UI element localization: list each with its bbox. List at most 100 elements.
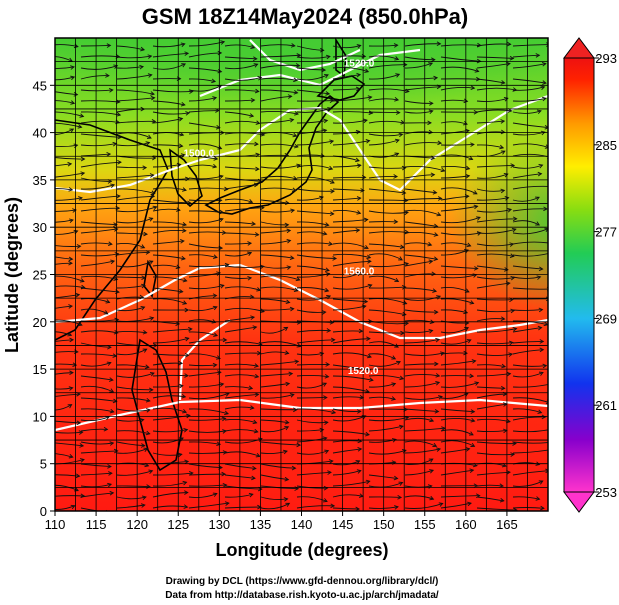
streamline-arrowhead	[75, 292, 81, 298]
streamline-arrowhead	[356, 196, 362, 201]
streamline-arrowhead	[79, 278, 85, 283]
streamline	[152, 264, 180, 269]
streamline-arrowhead	[260, 132, 266, 137]
streamline-arrowhead	[468, 155, 474, 161]
streamline-arrowhead	[213, 332, 219, 337]
streamline	[332, 352, 372, 358]
colorbar: 253 261 269 277 285 293	[563, 37, 617, 513]
streamline	[440, 56, 481, 62]
streamline-arrowhead	[365, 479, 371, 485]
streamline-arrowhead	[329, 320, 335, 325]
streamline-arrowhead	[145, 408, 151, 413]
contour-label: 1560.0	[344, 267, 375, 278]
streamline-arrowhead	[329, 139, 335, 144]
streamline	[332, 164, 361, 168]
streamline	[476, 342, 513, 345]
streamline	[512, 220, 540, 226]
streamline	[404, 174, 435, 179]
streamline-arrowhead	[213, 156, 219, 161]
streamline-arrowhead	[69, 128, 75, 133]
streamline	[332, 375, 373, 381]
streamline	[188, 110, 219, 113]
streamline	[188, 353, 221, 359]
y-tick-label: 5	[40, 457, 47, 472]
streamline-arrowhead	[398, 132, 404, 138]
streamline-arrowhead	[332, 256, 338, 261]
streamline-arrowhead	[509, 55, 515, 61]
streamline	[512, 372, 544, 378]
streamline-arrowhead	[222, 450, 228, 455]
streamline	[260, 373, 293, 377]
streamline-arrowhead	[470, 142, 475, 147]
streamline	[188, 187, 228, 190]
streamline	[368, 361, 401, 367]
streamline	[55, 404, 72, 411]
streamline	[55, 442, 84, 447]
streamline-arrowhead	[178, 289, 184, 294]
streamline	[440, 360, 476, 366]
streamline	[152, 240, 184, 245]
streamline-arrowhead	[325, 272, 331, 277]
streamline	[368, 425, 404, 432]
streamline-arrowhead	[464, 249, 469, 254]
streamline-arrowhead	[141, 283, 146, 289]
streamline-arrowhead	[432, 190, 438, 195]
streamline-arrowhead	[391, 382, 397, 387]
streamline	[224, 286, 261, 291]
streamline-arrowhead	[394, 138, 400, 144]
streamline	[260, 383, 290, 388]
streamline	[152, 320, 180, 325]
streamline-arrowhead	[355, 460, 361, 465]
streamline-arrowhead	[463, 350, 468, 356]
streamline	[152, 385, 183, 388]
streamline	[476, 253, 514, 257]
streamline	[368, 73, 400, 80]
streamline-arrowhead	[250, 97, 256, 103]
streamline	[332, 440, 362, 443]
streamline-arrowhead	[293, 407, 298, 413]
streamline	[116, 276, 146, 279]
streamline	[188, 218, 224, 224]
streamline-arrowhead	[549, 185, 553, 189]
streamline	[260, 463, 296, 469]
streamline	[440, 339, 471, 345]
streamline-arrowhead	[144, 364, 150, 369]
streamline-arrowhead	[363, 118, 368, 124]
streamline	[404, 287, 437, 292]
streamline-arrowhead	[430, 155, 436, 161]
streamline	[152, 287, 183, 293]
streamline	[332, 219, 368, 223]
streamline	[368, 331, 404, 334]
streamline-arrowhead	[221, 416, 227, 422]
streamline	[512, 276, 541, 279]
streamline-arrowhead	[393, 43, 399, 48]
streamline-arrowhead	[327, 107, 333, 112]
streamline	[476, 430, 507, 433]
streamline-arrowhead	[247, 241, 253, 246]
streamline	[224, 438, 263, 444]
streamline	[476, 298, 513, 301]
streamline-arrowhead	[429, 469, 435, 474]
streamline	[224, 393, 259, 399]
streamline	[332, 131, 360, 135]
wind-streamlines	[55, 40, 553, 511]
streamline	[152, 254, 186, 260]
streamline	[296, 437, 327, 443]
streamline	[80, 184, 115, 190]
streamline-arrowhead	[113, 448, 119, 454]
streamline-arrowhead	[288, 371, 294, 377]
streamline	[476, 97, 508, 102]
streamline	[404, 188, 437, 194]
streamline-arrowhead	[429, 495, 435, 501]
streamline	[368, 243, 404, 248]
streamline-arrowhead	[148, 260, 154, 265]
streamline	[296, 485, 328, 489]
streamline-arrowhead	[368, 377, 374, 382]
streamline	[476, 328, 517, 333]
streamline	[296, 295, 331, 301]
streamline-arrowhead	[72, 208, 77, 213]
streamline-arrowhead	[463, 98, 469, 104]
streamline-arrowhead	[178, 383, 184, 389]
streamline-arrowhead	[436, 447, 442, 452]
streamline-arrowhead	[295, 63, 301, 68]
